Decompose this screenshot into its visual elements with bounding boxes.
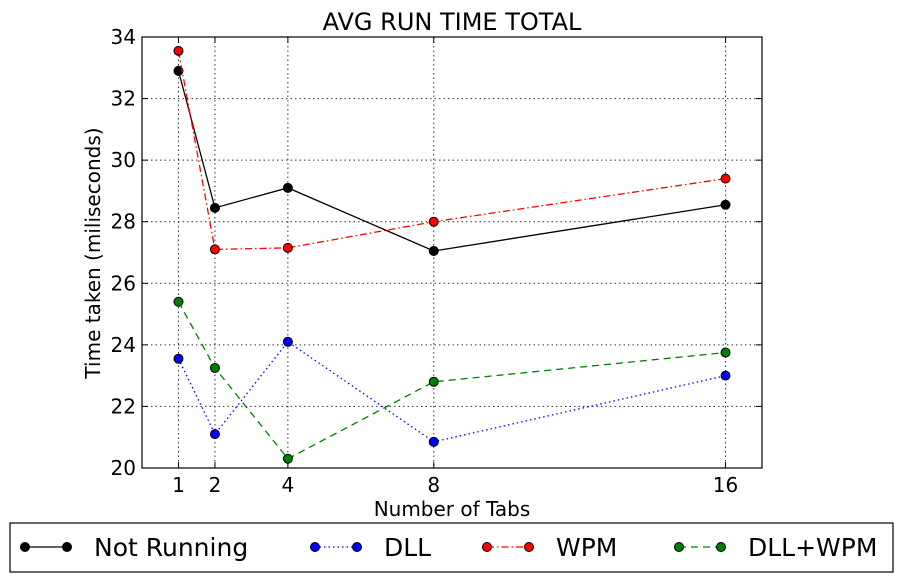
series-line-dll-wpm [177, 301, 726, 460]
legend-label-not-running: Not Running [94, 533, 248, 562]
data-point-wpm [428, 216, 439, 227]
data-point-dll-wpm [173, 296, 184, 307]
grid-lines [142, 36, 762, 469]
legend-marker-not-running [20, 542, 30, 552]
x-tick-label: 1 [172, 473, 185, 497]
series-line-wpm [177, 50, 726, 251]
series-line-not-running [177, 70, 726, 252]
data-point-dll [209, 429, 220, 440]
legend-label-dll: DLL [384, 533, 431, 562]
data-point-dll [428, 436, 439, 447]
x-tick-label: 4 [282, 473, 295, 497]
x-tick-label: 16 [713, 473, 738, 497]
data-point-wpm [282, 242, 293, 253]
y-tick-label: 20 [111, 456, 136, 480]
legend-marker-dll [352, 542, 362, 552]
data-point-dll-wpm [428, 376, 439, 387]
legend [9, 522, 894, 573]
data-point-not-running [209, 202, 220, 213]
data-point-dll-wpm [720, 347, 731, 358]
data-point-dll-wpm [209, 362, 220, 373]
x-tick-label: 8 [427, 473, 440, 497]
y-tick-label: 30 [111, 148, 136, 172]
y-tick-label: 22 [111, 394, 136, 418]
y-tick-label: 24 [111, 333, 136, 357]
y-axis-label: Time taken (miliseconds) [81, 127, 105, 379]
data-point-not-running [173, 65, 184, 76]
y-tick-label: 28 [111, 210, 136, 234]
series-line-dll [177, 340, 726, 443]
data-point-wpm [720, 173, 731, 184]
y-tick-label: 32 [111, 87, 136, 111]
series-lines [173, 45, 731, 464]
data-point-not-running [428, 245, 439, 256]
data-point-dll-wpm [282, 453, 293, 464]
legend-label-wpm: WPM [556, 533, 617, 562]
data-point-dll [173, 353, 184, 364]
chart-title: AVG RUN TIME TOTAL [323, 8, 582, 36]
data-point-wpm [209, 244, 220, 255]
legend-marker-not-running [62, 542, 72, 552]
legend-marker-wpm [524, 542, 534, 552]
x-tick-label: 2 [209, 473, 222, 497]
legend-marker-dll [310, 542, 320, 552]
legend-marker-dll-wpm [674, 542, 684, 552]
legend-label-dll-wpm: DLL+WPM [748, 533, 877, 562]
legend-marker-wpm [482, 542, 492, 552]
x-axis-label: Number of Tabs [374, 497, 531, 521]
data-point-not-running [282, 182, 293, 193]
y-tick-label: 26 [111, 271, 136, 295]
data-point-not-running [720, 199, 731, 210]
legend-marker-dll-wpm [716, 542, 726, 552]
data-point-dll [720, 370, 731, 381]
plot-frame [141, 36, 763, 469]
data-point-wpm [173, 45, 184, 56]
y-tick-label: 34 [111, 25, 136, 49]
legend-entries: Not Running DLL WPM DLL+WPM [20, 533, 877, 562]
data-point-dll [282, 336, 293, 347]
